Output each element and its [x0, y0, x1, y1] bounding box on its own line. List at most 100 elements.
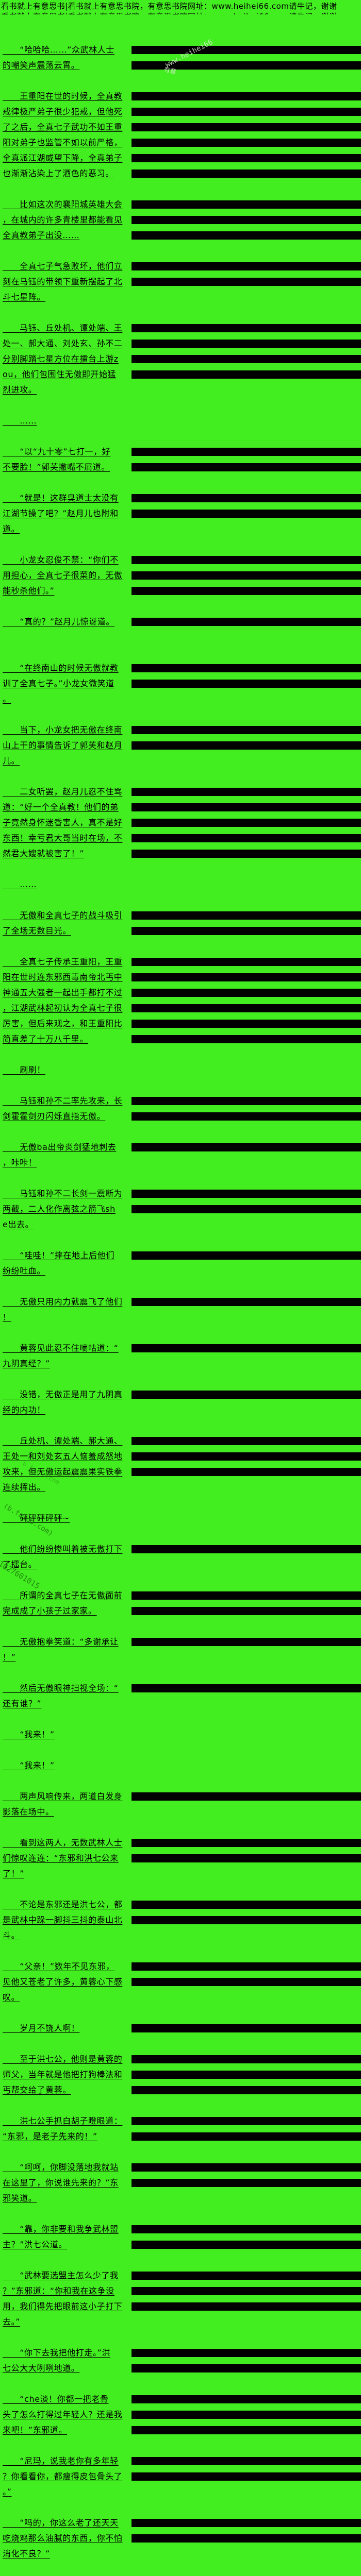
novel-text-line: 斗七星阵。 — [3, 292, 46, 302]
text-line-row: “靠，你非要和我争武林盟 — [3, 2222, 361, 2237]
redaction-bar — [132, 1468, 361, 1476]
text-line-row: 戒律极严弟子很少犯戒，但他死 — [3, 104, 361, 120]
text-line-row: 见他又苍老了许多，黄蓉心下感 — [3, 1974, 361, 1990]
novel-text-line: 然后无傲眼神扫视全场：“ — [3, 1683, 119, 1693]
paragraph: “就是！这群臭道士太没有 江湖节操了吧？”赵月儿也附和 道。 — [3, 490, 361, 537]
text-line-row: ！” — [3, 1650, 361, 1665]
text-line-row: 洪七公手抓白胡子瞪眼道： — [3, 2113, 361, 2129]
redaction-bar — [132, 2426, 361, 2434]
redaction-bar — [132, 1143, 361, 1151]
text-line-row: 砰砰砰砰砰~ — [3, 1511, 361, 1526]
paragraph: 丘处机、谭处端、郝大通、 王处一和刘处玄五人恼羞成怒地 攻来，但无傲运起震震果实铁拳… — [3, 1433, 361, 1495]
novel-text-line: 王重阳在世的时候，全真教 — [3, 91, 123, 101]
novel-text-line: “以“九十零”七打一，好 — [3, 447, 111, 456]
novel-text-line: 小龙女忍俊不禁：“你们不 — [3, 555, 119, 565]
redaction-bar — [132, 2071, 361, 2079]
text-line-row: 王重阳在世的时候，全真教 — [3, 89, 361, 104]
text-line-row: ，江湖武林起初认为全真七子很 — [3, 1001, 361, 1016]
paragraph: 全真七子气急败坏，他们立 刻在马钰的带领下重新摆起了北 斗七星阵。 — [3, 259, 361, 305]
novel-text-line: “che淡！你都一把老骨 — [3, 2394, 109, 2404]
text-line-row: ！ — [3, 1310, 361, 1325]
novel-text-line: 看到这两人，无数武林人士 — [3, 1838, 123, 1848]
text-line-row: 来吧！”东邪道。 — [3, 2422, 361, 2438]
redaction-bar — [132, 803, 361, 811]
text-line-row: “吗的，你这么老了还天天 — [3, 2515, 361, 2531]
text-line-row: 剑霍霍剑刃闪烁直指无傲。 — [3, 1109, 361, 1124]
paragraph: 至于洪七公，他则是黄蓉的 师父，当年就是他把打狗棒法和 丐帮交给了黄蓉。 — [3, 2052, 361, 2098]
redaction-bar — [132, 92, 361, 100]
redaction-bar — [132, 2241, 361, 2249]
novel-text-line: …… — [3, 879, 37, 889]
text-line-row: “就是！这群臭道士太没有 — [3, 490, 361, 506]
novel-text-line: “我来！” — [3, 1760, 55, 1770]
text-line-row: 烈进攻。 — [3, 382, 361, 398]
paragraph: 无傲和全真七子的战斗吸引 了全场无数目光。 — [3, 908, 361, 939]
text-line-row: 厉害，但后来观之，和王重阳比 — [3, 1016, 361, 1031]
text-line-row: 们惊叹连连：“东邪和洪七公来 — [3, 1851, 361, 1866]
redaction-bar — [132, 1638, 361, 1646]
novel-text-line: 比如这次的襄阳城英雄大会 — [3, 199, 123, 209]
redaction-bar — [132, 463, 361, 471]
text-line-row: 江湖节操了吧？”赵月儿也附和 — [3, 506, 361, 521]
paragraph: 无傲ba出帝炎剑猛地刺去 ，咔咔！ — [3, 1140, 361, 1171]
text-line-row: 儿。 — [3, 753, 361, 769]
paragraph: 岁月不饶人啊！ — [3, 2021, 361, 2036]
text-line-row: 邪笑道。 — [3, 2191, 361, 2206]
novel-text-line: “就是！这群臭道士太没有 — [3, 493, 119, 503]
paragraph: “父亲！”数年不见东邪， 见他又苍老了许多，黄蓉心下感 叹。 — [3, 1959, 361, 2005]
novel-text-line: 刻在马钰的带领下重新摆起了北 — [3, 277, 123, 286]
text-line-row: …… — [3, 877, 361, 892]
text-line-row: 阳在世时连东邪西毒南帝北丐中 — [3, 970, 361, 985]
text-line-row: 马钰和孙不二长剑一震断为 — [3, 1186, 361, 1201]
text-line-row: 黄蓉见此忍不住嘀咕道：“ — [3, 1341, 361, 1356]
novel-text-line: 在这里了，你说谁先来的？”东 — [3, 2178, 119, 2188]
novel-text-line: 剑霍霍剑刃闪烁直指无傲。 — [3, 1111, 106, 1121]
redaction-bar — [132, 1792, 361, 1801]
text-line-row: 他们纷纷惨叫着被无傲打下 — [3, 1541, 361, 1557]
text-line-row: 的嘲笑声震荡云霄。 — [3, 58, 361, 73]
text-line-row: 七公大大咧咧地道。 — [3, 2361, 361, 2376]
text-line-row: 小龙女忍俊不禁：“你们不 — [3, 552, 361, 568]
redaction-bar — [132, 1391, 361, 1399]
redaction-bar — [132, 2349, 361, 2357]
text-line-row: 纷纷吐血。 — [3, 1263, 361, 1279]
text-line-row: 全真教弟子出没…… — [3, 228, 361, 243]
paragraph: 不论是东邪还是洪七公，都 是武林中跺一脚抖三抖的泰山北 斗。 — [3, 1897, 361, 1943]
text-line-row: 用，我们得先把眼前这小子打下 — [3, 2299, 361, 2314]
paragraph: “尼玛，说我老你有多年轻 ？你看看你，都瘦得皮包骨头了。” — [3, 2453, 361, 2500]
novel-text-line: 七公大大咧咧地道。 — [3, 2363, 80, 2373]
redaction-bar — [132, 958, 361, 966]
text-line-row: 全真七子传承王重阳，王重 — [3, 954, 361, 970]
novel-text-line: 吃烧鸡那么油腻的东西，你不怕 — [3, 2533, 123, 2543]
text-line-row: 。” — [3, 2484, 361, 2500]
text-line-row: 然后无傲眼神扫视全场：“ — [3, 1681, 361, 1696]
novel-text-line: “尼玛，说我老你有多年轻 — [3, 2456, 119, 2466]
text-line-row: 用担心，全真七子很菜的，无傲 — [3, 568, 361, 583]
novel-text-line: 厉害，但后来观之，和王重阳比 — [3, 1019, 123, 1028]
redaction-bar — [132, 618, 361, 626]
paragraph: 无傲只用内力就震飞了他们 ！ — [3, 1294, 361, 1325]
text-line-row: 训了全真七子。”小龙女微笑道 — [3, 676, 361, 691]
novel-text-line: ，在城内的许多青楼里都能看见 — [3, 215, 123, 225]
paragraph: “以“九十零”七打一，好 不要脸！”郭芙撇嘴不屑道。 — [3, 444, 361, 475]
redaction-bar — [132, 61, 361, 70]
redaction-bar — [132, 1839, 361, 1847]
text-line-row: e出去。 — [3, 1217, 361, 1232]
novel-text-line: 九阴真经？” — [3, 1359, 50, 1368]
novel-text-line: …… — [3, 416, 37, 426]
novel-text-line: ，江湖武林起初认为全真七子很 — [3, 1003, 123, 1013]
paragraph: “吗的，你这么老了还天天 吃烧鸡那么油腻的东西，你不怕 消化不良？” — [3, 2515, 361, 2562]
paragraph: “我来！” — [3, 1727, 361, 1742]
text-line-row: ，咔咔！ — [3, 1155, 361, 1171]
redaction-bar — [132, 1607, 361, 1615]
novel-text-line: 儿。 — [3, 756, 20, 766]
paragraph: 全真七子传承王重阳，王重 阳在世时连东邪西毒南帝北丐中 神通五大强者一起出手都打不过… — [3, 954, 361, 1047]
text-line-row: 能秒杀他们。” — [3, 583, 361, 599]
novel-text-line: “在终南山的时候无傲就教 — [3, 663, 119, 673]
redaction-bar — [132, 1205, 361, 1213]
paragraph: 当下，小龙女把无傲在终南 山上干的事情告诉了郭芙和赵月 儿。 — [3, 722, 361, 769]
novel-text-line: 江湖节操了吧？”赵月儿也附和 — [3, 509, 119, 518]
redaction-bar — [132, 2117, 361, 2125]
text-line-row: “武林要选盟主怎么少了我 — [3, 2268, 361, 2283]
text-line-row: 道：“好一个全真教！他们的弟 — [3, 800, 361, 815]
